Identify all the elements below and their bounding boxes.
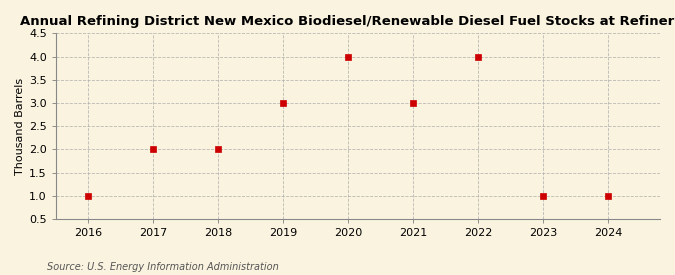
Title: Annual Refining District New Mexico Biodiesel/Renewable Diesel Fuel Stocks at Re: Annual Refining District New Mexico Biod… [20,15,675,28]
Y-axis label: Thousand Barrels: Thousand Barrels [15,78,25,175]
Text: Source: U.S. Energy Information Administration: Source: U.S. Energy Information Administ… [47,262,279,272]
